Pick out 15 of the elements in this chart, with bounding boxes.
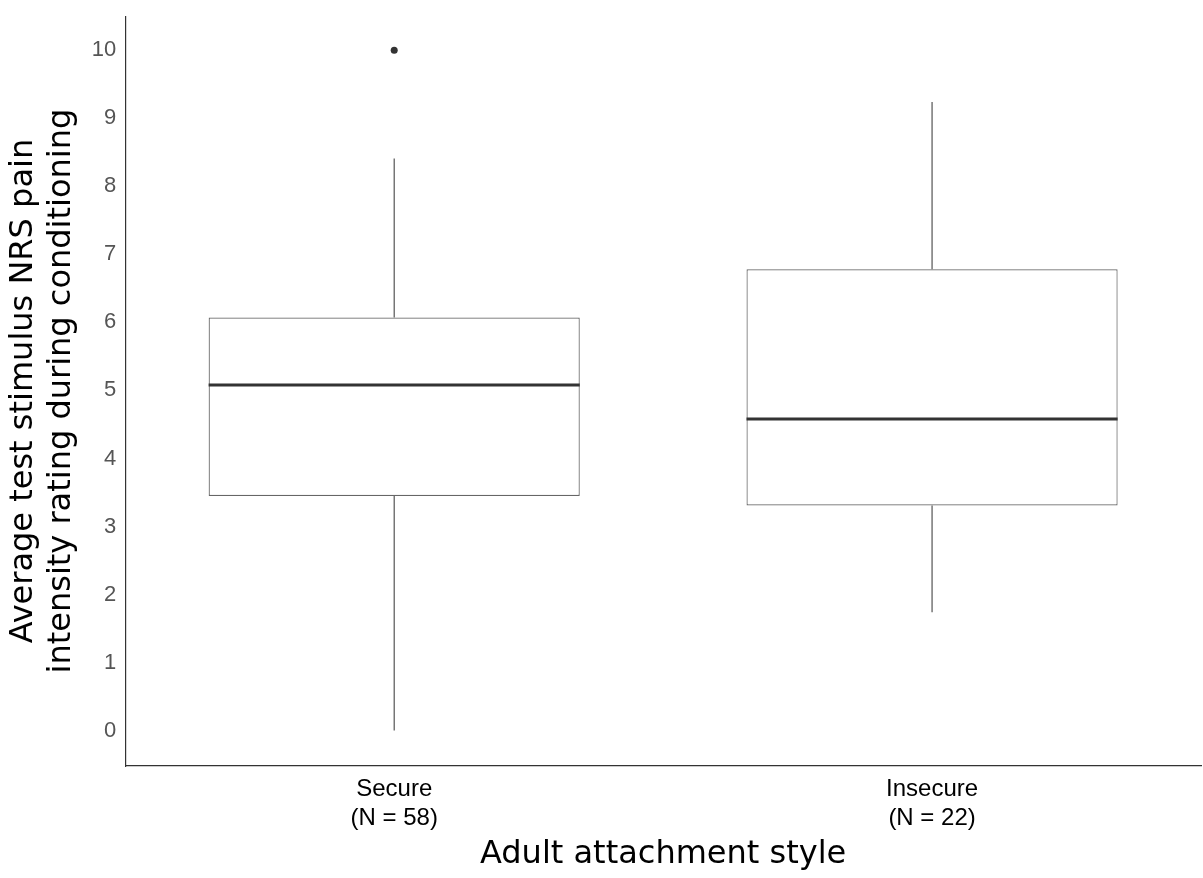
y-tick-label: 5 (104, 376, 117, 402)
y-tick-label: 1 (104, 648, 117, 674)
y-tick-label: 8 (104, 172, 117, 198)
y-tick-label: 4 (104, 444, 117, 470)
x-tick-label: Insecure (N = 22) (886, 774, 979, 830)
y-tick-label: 3 (104, 512, 117, 538)
x-tick-label: Secure (N = 58) (350, 774, 438, 830)
y-tick-label: 10 (91, 36, 117, 62)
y-tick-label: 7 (104, 240, 117, 266)
y-tick-label: 0 (104, 716, 117, 742)
x-axis-title: Adult attachment style (479, 833, 847, 872)
y-axis-title: Average test stimulus NRS pain intensity rating during conditioning (1, 108, 78, 674)
y-tick-label: 9 (104, 104, 117, 130)
y-tick-label: 2 (104, 580, 117, 606)
y-tick-label: 6 (104, 308, 117, 334)
